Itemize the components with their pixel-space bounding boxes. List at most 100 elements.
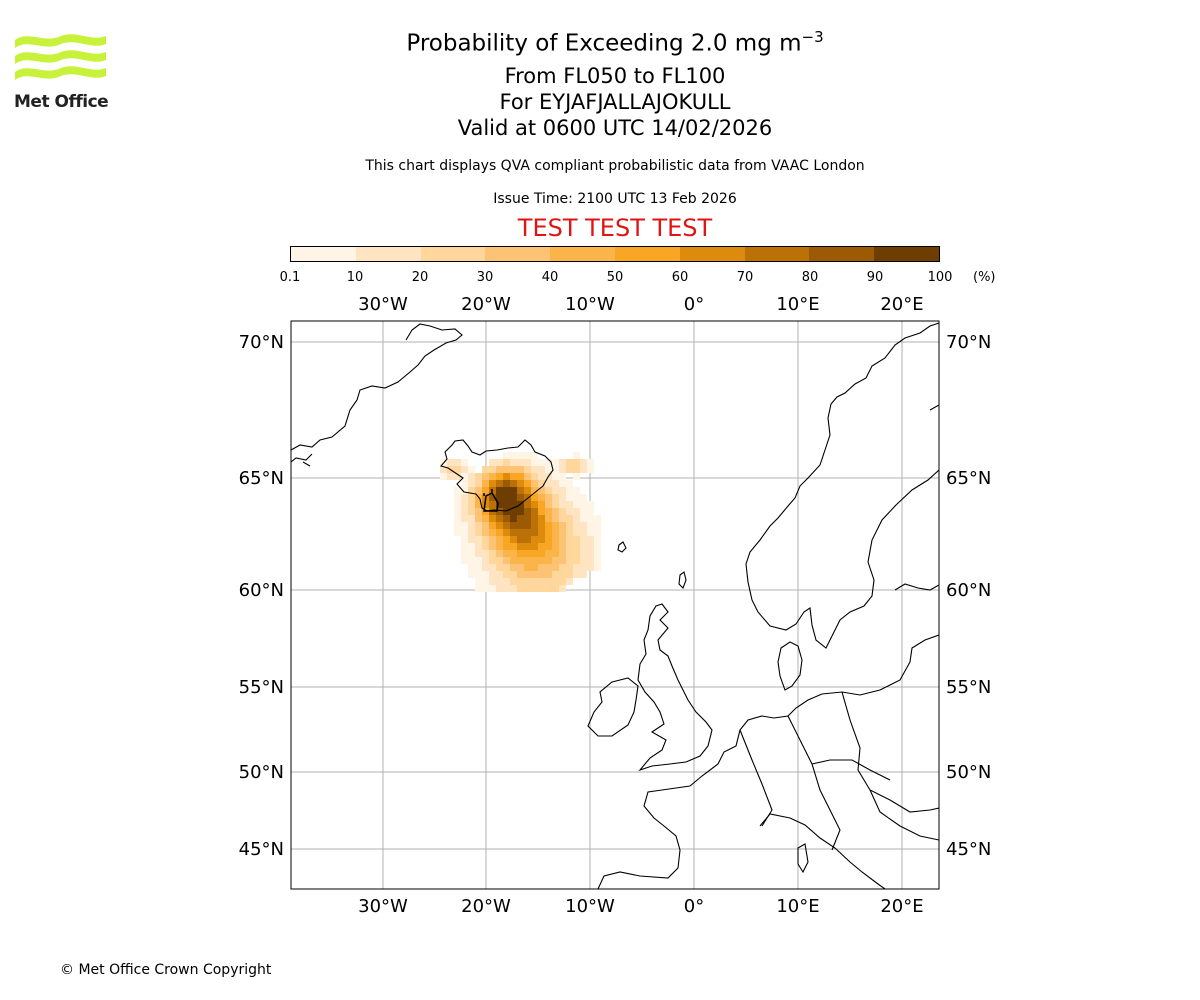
ash-cell bbox=[545, 494, 552, 501]
ash-cell bbox=[531, 501, 538, 508]
ash-cell bbox=[573, 557, 580, 564]
ash-cell bbox=[461, 494, 468, 501]
lat-label: 70°N bbox=[946, 332, 991, 353]
ash-cell bbox=[538, 543, 545, 550]
ash-cell bbox=[545, 564, 552, 571]
lat-label: 70°N bbox=[239, 332, 284, 353]
ash-cell bbox=[475, 501, 482, 508]
ash-cell bbox=[447, 459, 454, 466]
colorbar-segment bbox=[420, 247, 486, 261]
met-office-waves-icon bbox=[15, 34, 106, 80]
ash-cell bbox=[454, 522, 461, 529]
ash-cell bbox=[573, 501, 580, 508]
ash-cell bbox=[482, 578, 489, 585]
lat-label: 55°N bbox=[946, 677, 991, 698]
ash-cell bbox=[531, 480, 538, 487]
ash-cell bbox=[538, 550, 545, 557]
ash-cell bbox=[594, 522, 601, 529]
ash-cell bbox=[538, 459, 545, 466]
ash-cell bbox=[496, 564, 503, 571]
colorbar-tick-label: 10 bbox=[346, 270, 364, 285]
ash-cell bbox=[545, 522, 552, 529]
ash-cell bbox=[531, 543, 538, 550]
ash-cell bbox=[531, 452, 538, 459]
ash-cell bbox=[503, 536, 510, 543]
ash-cell bbox=[496, 473, 503, 480]
ash-cell bbox=[503, 564, 510, 571]
ash-cell bbox=[503, 501, 510, 508]
ash-cell bbox=[573, 543, 580, 550]
ash-cell bbox=[566, 578, 573, 585]
ash-cell bbox=[580, 508, 587, 515]
ash-cell bbox=[517, 550, 524, 557]
ash-cell bbox=[475, 480, 482, 487]
ash-cell bbox=[461, 466, 468, 473]
ash-cell bbox=[531, 508, 538, 515]
lon-label: 20°W bbox=[461, 896, 511, 917]
top-longitude-labels: 30°W 20°W 10°W 0° 10°E 20°E bbox=[358, 294, 923, 315]
ash-cell bbox=[545, 543, 552, 550]
ash-cell bbox=[545, 578, 552, 585]
colorbar-segment bbox=[485, 247, 551, 261]
ash-cell bbox=[517, 585, 524, 592]
ash-cell bbox=[524, 536, 531, 543]
lat-label: 60°N bbox=[946, 580, 991, 601]
ash-cell bbox=[580, 529, 587, 536]
ash-cell bbox=[524, 571, 531, 578]
ash-cell bbox=[496, 501, 503, 508]
colorbar-tick-label: 100 bbox=[927, 270, 953, 285]
ash-cell bbox=[517, 466, 524, 473]
ash-cell bbox=[552, 564, 559, 571]
ash-cell bbox=[594, 557, 601, 564]
ash-cell bbox=[461, 522, 468, 529]
ash-cell bbox=[489, 550, 496, 557]
ash-cell bbox=[538, 529, 545, 536]
ash-cell bbox=[503, 459, 510, 466]
ash-cell bbox=[524, 501, 531, 508]
ash-cell bbox=[454, 473, 461, 480]
ash-cell bbox=[496, 466, 503, 473]
ash-cell bbox=[573, 529, 580, 536]
ash-cell bbox=[559, 494, 566, 501]
ash-cell bbox=[552, 571, 559, 578]
ash-cell bbox=[559, 564, 566, 571]
ash-cell bbox=[461, 480, 468, 487]
ash-cell bbox=[531, 515, 538, 522]
ash-cell bbox=[552, 459, 559, 466]
ash-cell bbox=[475, 557, 482, 564]
ash-cell bbox=[573, 494, 580, 501]
ash-cell bbox=[552, 466, 559, 473]
ash-cell bbox=[580, 571, 587, 578]
ash-cell bbox=[468, 571, 475, 578]
ash-cell bbox=[559, 543, 566, 550]
ash-cell bbox=[531, 571, 538, 578]
ash-cell bbox=[559, 557, 566, 564]
ash-cell bbox=[468, 522, 475, 529]
ash-cell bbox=[503, 494, 510, 501]
ash-cell bbox=[573, 466, 580, 473]
ash-cell bbox=[552, 494, 559, 501]
ash-cell bbox=[489, 536, 496, 543]
ash-cell bbox=[461, 487, 468, 494]
ash-cell bbox=[566, 543, 573, 550]
colorbar-tick-label: 40 bbox=[541, 270, 559, 285]
ash-cell bbox=[538, 585, 545, 592]
ash-cell bbox=[531, 585, 538, 592]
ash-cell bbox=[482, 585, 489, 592]
ash-cell bbox=[475, 508, 482, 515]
ash-cell bbox=[587, 515, 594, 522]
ash-cell bbox=[482, 557, 489, 564]
ash-cell bbox=[517, 494, 524, 501]
ash-cell bbox=[496, 536, 503, 543]
ash-cell bbox=[468, 529, 475, 536]
ash-cell bbox=[468, 536, 475, 543]
ash-cell bbox=[489, 473, 496, 480]
ash-cell bbox=[496, 529, 503, 536]
ash-cell bbox=[538, 466, 545, 473]
ash-cell bbox=[503, 515, 510, 522]
ash-cell bbox=[468, 515, 475, 522]
ash-cell bbox=[496, 571, 503, 578]
ash-cell bbox=[503, 466, 510, 473]
ash-cell bbox=[552, 487, 559, 494]
ash-cell bbox=[461, 557, 468, 564]
